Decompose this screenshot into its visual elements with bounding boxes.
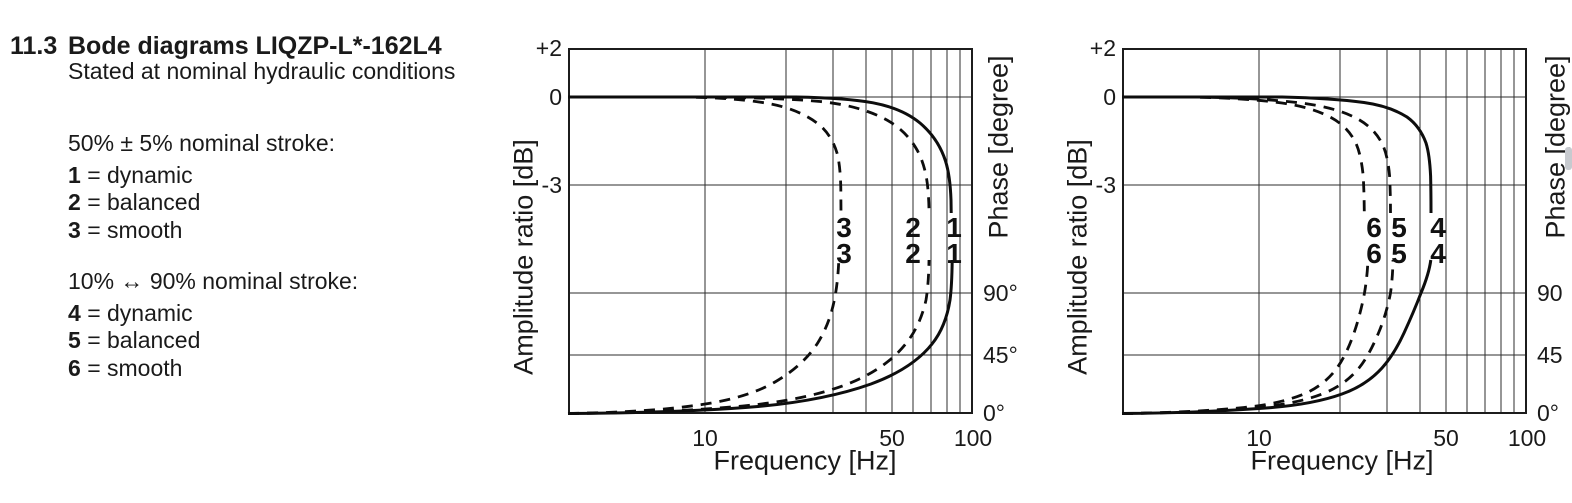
curve-1-phase <box>567 259 954 415</box>
legend-item-1-label: = dynamic <box>87 161 193 188</box>
amp-tick-plus2: +2 <box>1089 35 1116 61</box>
legend-item-4-label: = dynamic <box>87 299 193 326</box>
curve-2-amplitude <box>715 95 931 214</box>
curve-3-phase-label: 3 <box>836 238 852 269</box>
legend-item-5-label: = balanced <box>87 327 201 353</box>
curve-4-phase-label: 4 <box>1430 238 1446 269</box>
section-title: Bode diagrams LIQZP-L*-162L4 <box>68 32 442 60</box>
legend-group-50pct-title: 50% ± 5% nominal stroke: <box>68 130 336 156</box>
legend-item-4-number: 4 <box>68 299 81 326</box>
grid <box>1121 47 1528 415</box>
curve-2-phase <box>567 259 931 415</box>
legend-item-6-label: = smooth <box>87 354 183 381</box>
freq-tick-10: 10 <box>1246 425 1272 451</box>
curve-6-phase-label: 6 <box>1366 238 1382 269</box>
legend-item-2: 2 = balanced <box>68 189 335 217</box>
freq-tick-50: 50 <box>1433 425 1459 451</box>
curve-labels: 3 3 2 2 1 1 <box>836 212 962 269</box>
amplitude-axis-title: Amplitude ratio [dB] <box>1062 139 1093 375</box>
curve-6-amplitude <box>1199 95 1366 214</box>
curve-2-amplitude-label: 2 <box>905 212 921 243</box>
legend-group-50pct: 50% ± 5% nominal stroke: 1 = dynamic 2 =… <box>68 130 335 244</box>
curve-5-phase <box>1121 259 1395 415</box>
amplitude-axis-title: Amplitude ratio [dB] <box>508 139 539 375</box>
legend-item-3: 3 = smooth <box>68 217 335 245</box>
freq-tick-50: 50 <box>879 425 905 451</box>
legend-item-6: 6 = smooth <box>68 355 358 383</box>
phase-tick-45: 45° <box>983 342 1018 368</box>
curve-3-amplitude <box>695 95 843 214</box>
legend-item-6-number: 6 <box>68 354 81 381</box>
phase-tick-0: 0° <box>983 400 1005 426</box>
frequency-axis-title: Frequency [Hz] <box>1250 445 1434 476</box>
phase-axis-title: Phase [degree] <box>983 55 1014 239</box>
curve-4-amplitude-label: 4 <box>1430 212 1446 243</box>
curves <box>1121 95 1433 415</box>
amp-tick-zero: 0 <box>549 84 562 110</box>
legend-item-1: 1 = dynamic <box>68 162 335 190</box>
legend-item-1-number: 1 <box>68 161 81 188</box>
curve-5-amplitude <box>1209 95 1392 214</box>
curve-1-amplitude-label: 1 <box>946 212 962 243</box>
curve-1-phase-label: 1 <box>946 238 962 269</box>
legend-item-5: 5 = balanced <box>68 327 358 355</box>
section-subtitle: Stated at nominal hydraulic conditions <box>68 58 456 84</box>
frequency-axis-title: Frequency [Hz] <box>713 445 897 476</box>
freq-tick-100: 100 <box>953 425 993 451</box>
legend-item-5-number: 5 <box>68 327 81 353</box>
curve-1-amplitude <box>568 95 953 214</box>
curve-4-amplitude <box>1122 95 1433 214</box>
section-heading: 11.3 Bode diagrams LIQZP-L*-162L4 <box>10 32 442 61</box>
legend-item-3-number: 3 <box>68 216 81 243</box>
curve-2-phase-label: 2 <box>905 238 921 269</box>
phase-tick-0: 0° <box>1537 400 1559 426</box>
legend-group-10-90pct: 10% ↔ 90% nominal stroke: 4 = dynamic 5 … <box>68 268 358 382</box>
curve-labels: 6 6 5 5 4 4 <box>1366 212 1446 269</box>
bode-chart-50pct-plot: 3 3 2 2 1 1 <box>567 47 974 415</box>
amp-tick-plus2: +2 <box>535 35 562 61</box>
curve-5-amplitude-label: 5 <box>1391 212 1407 243</box>
curves <box>567 95 954 415</box>
curve-4-phase <box>1121 259 1433 415</box>
legend-item-2-label: = balanced <box>87 189 201 215</box>
bode-chart-10-90pct-plot: 6 6 5 5 4 4 <box>1121 47 1528 415</box>
curve-5-phase-label: 5 <box>1391 238 1407 269</box>
curve-6-amplitude-label: 6 <box>1366 212 1382 243</box>
phase-tick-90: 90° <box>983 280 1018 306</box>
legend-group-10-90pct-title: 10% ↔ 90% nominal stroke: <box>68 268 359 294</box>
grid <box>567 47 974 415</box>
curve-3-amplitude-label: 3 <box>836 212 852 243</box>
section-number: 11.3 <box>10 32 58 60</box>
amp-tick-minus3: -3 <box>541 172 562 198</box>
legend-item-3-label: = smooth <box>87 216 183 243</box>
phase-tick-45: 45 <box>1537 342 1563 368</box>
phase-tick-90: 90 <box>1537 280 1563 306</box>
amp-tick-zero: 0 <box>1103 84 1116 110</box>
curve-3-phase <box>567 259 841 415</box>
scrollbar-thumb[interactable] <box>1565 147 1572 170</box>
freq-tick-100: 100 <box>1507 425 1547 451</box>
freq-tick-10: 10 <box>692 425 718 451</box>
legend-item-2-number: 2 <box>68 189 81 215</box>
amp-tick-minus3: -3 <box>1095 172 1116 198</box>
legend-item-4: 4 = dynamic <box>68 300 358 328</box>
